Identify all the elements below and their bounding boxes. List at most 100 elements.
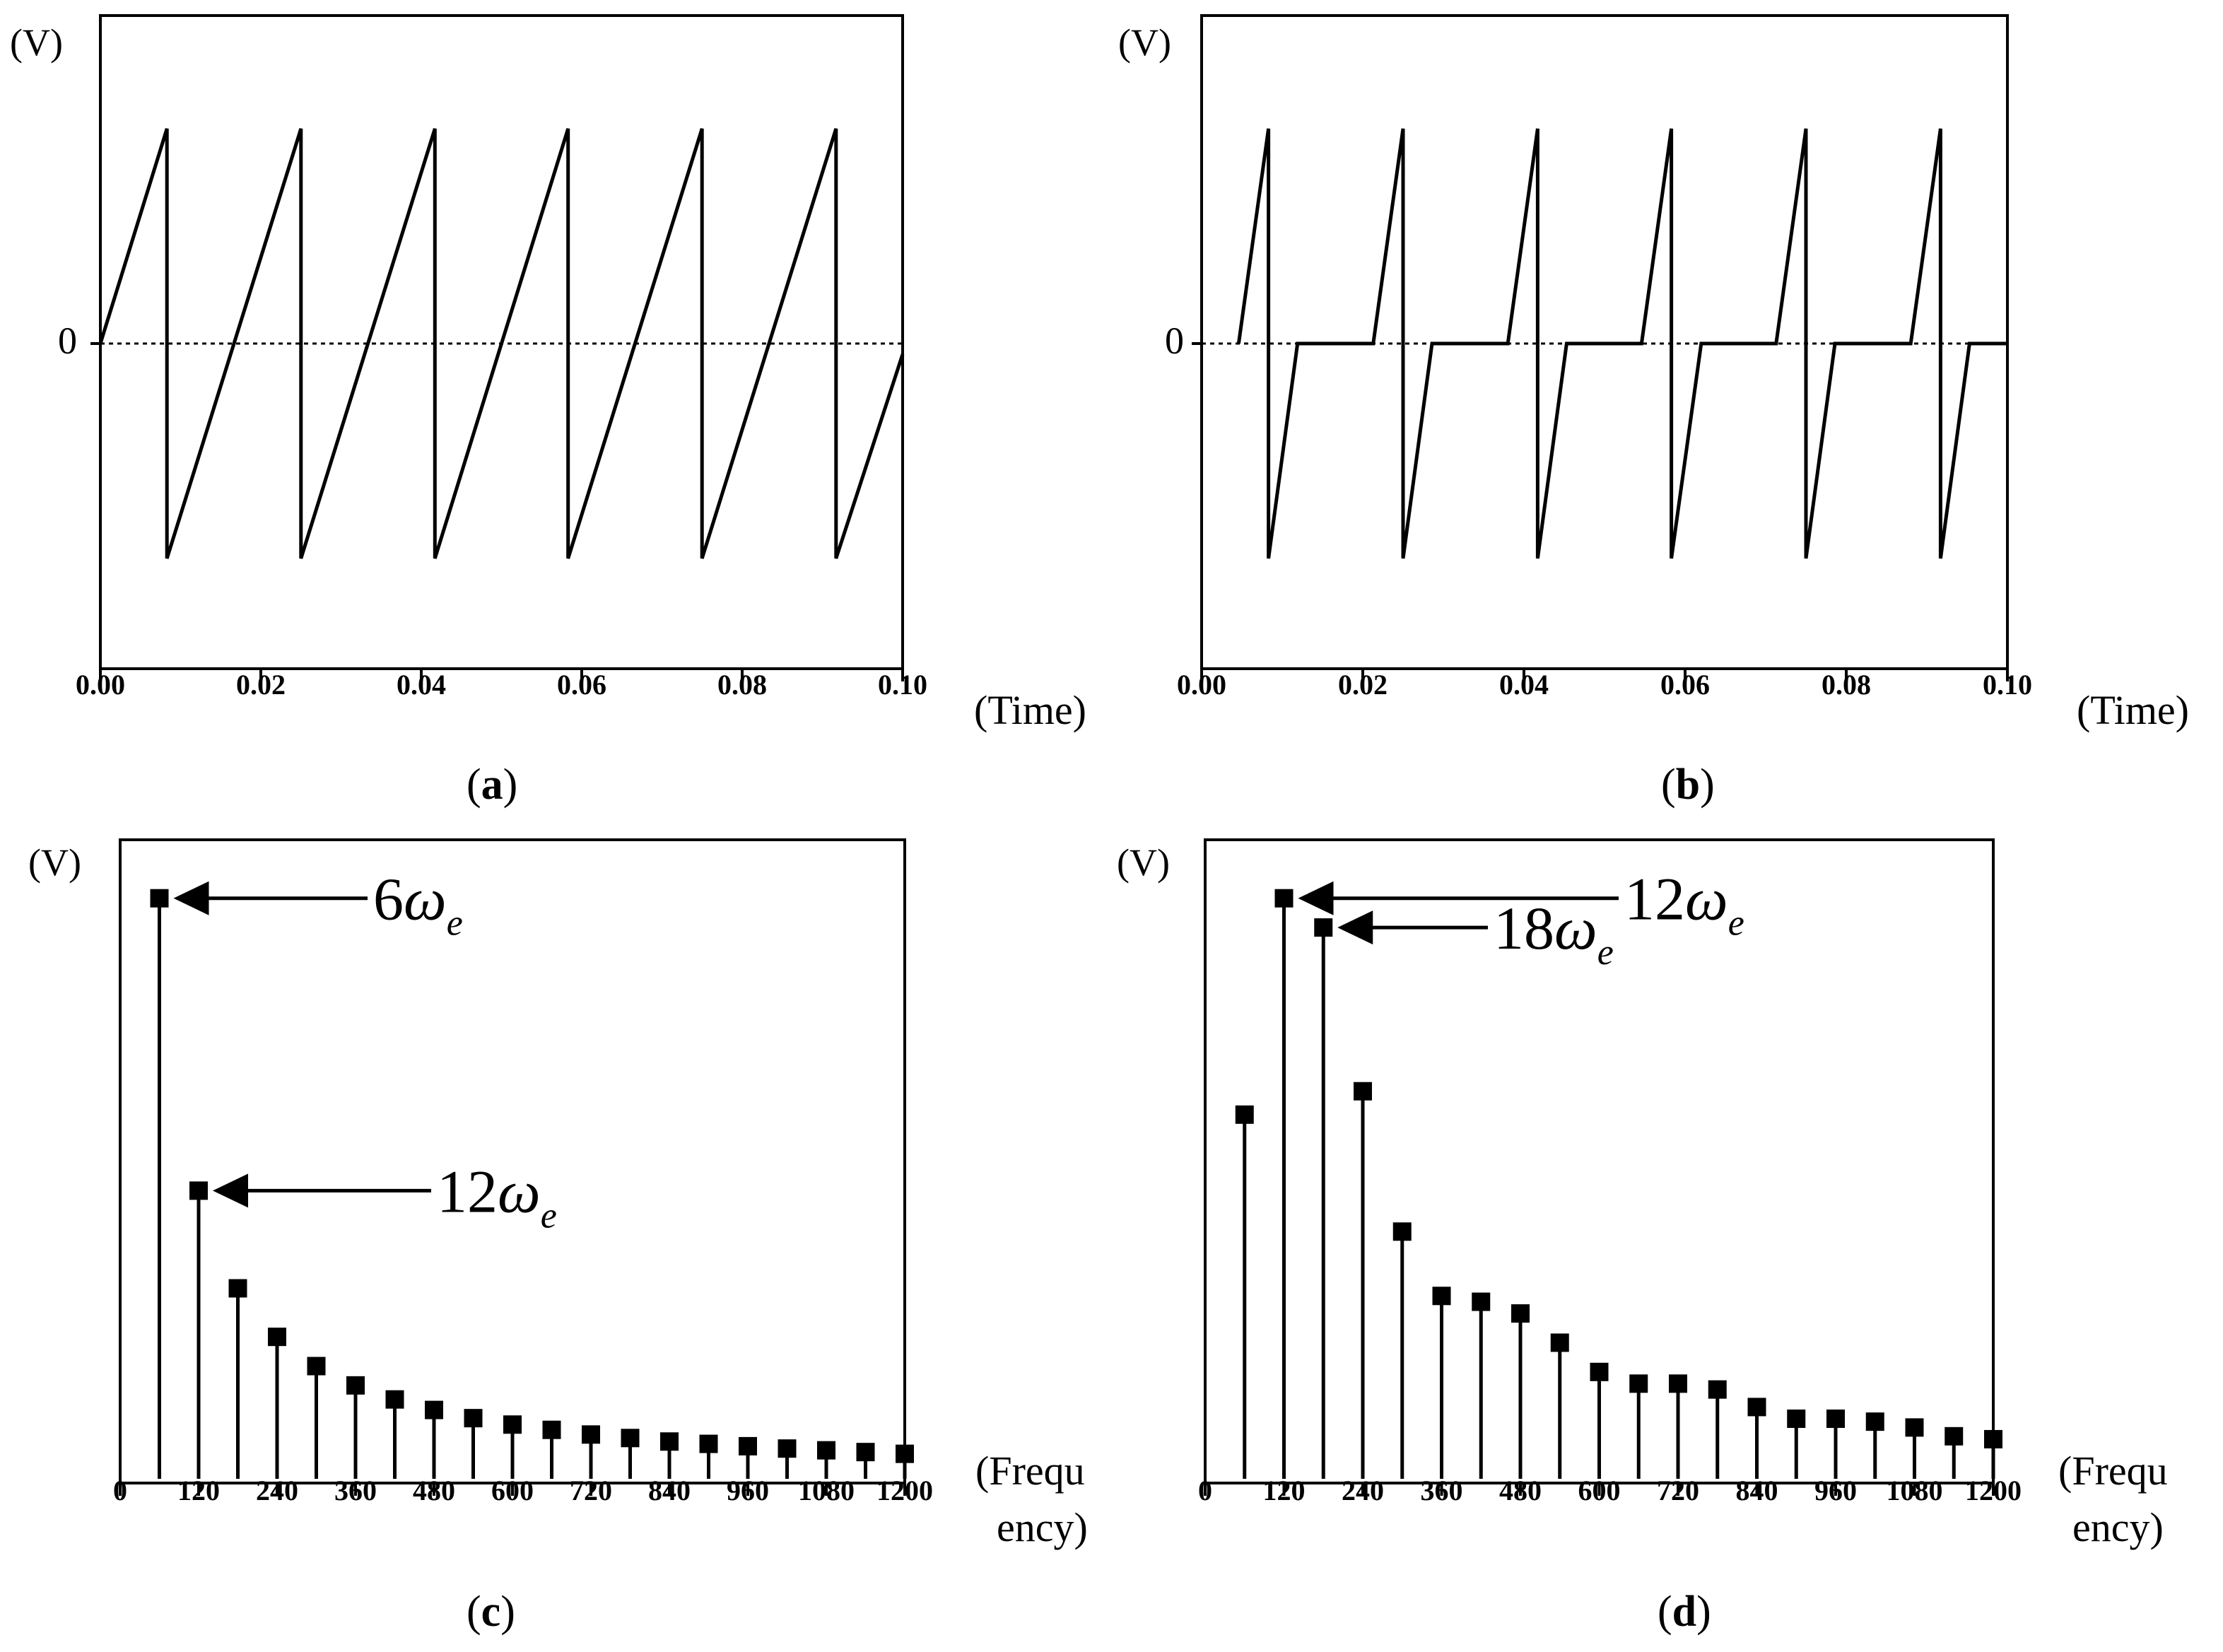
- panel-c-harmonic-marker: [660, 1432, 679, 1451]
- panel-d-harmonic-marker: [1511, 1304, 1530, 1323]
- panel-a-x-tick-label: 0.06: [557, 669, 606, 701]
- annotation-omega-symbol: ω: [404, 865, 447, 933]
- panel-b-y-axis-label: (V): [1118, 21, 1171, 64]
- panel-a-y-axis-label: (V): [10, 21, 63, 64]
- panel-c-x-tick-label: 1200: [876, 1475, 933, 1506]
- panel-d-annotation-label: 12ωe: [1624, 865, 1744, 944]
- panel-c-harmonic-marker: [150, 889, 169, 908]
- panel-c-x-tick-label: 720: [570, 1475, 612, 1506]
- panel-c-harmonic-marker: [268, 1328, 286, 1347]
- panel-d-harmonic-marker: [1984, 1429, 2002, 1448]
- panel-c-harmonic-marker: [542, 1420, 561, 1439]
- panel-d-harmonic-marker: [1669, 1374, 1687, 1393]
- panel-d-harmonic-marker: [1865, 1412, 1884, 1431]
- panel-a-x-tick-label: 0.00: [76, 669, 125, 701]
- panel-d-x-tick-label: 600: [1578, 1475, 1621, 1506]
- panel-c-annotation-label: 12ωe: [437, 1157, 557, 1236]
- panel-c-annotation-arrowhead: [213, 1173, 248, 1208]
- panel-d-caption-letter: d: [1672, 1588, 1696, 1636]
- panel-c-x-tick-label: 240: [256, 1475, 298, 1506]
- panel-c-harmonic-marker: [228, 1279, 247, 1298]
- annotation-subscript: e: [447, 903, 463, 944]
- panel-c-x-tick-label: 480: [413, 1475, 455, 1506]
- panel-c-annotation-label: 6ωe: [373, 865, 463, 944]
- annotation-subscript: e: [541, 1195, 557, 1236]
- panel-a-caption-letter: a: [481, 761, 503, 809]
- panel-d-harmonic-marker: [1945, 1427, 1964, 1446]
- panel-c-x-tick-label: 360: [334, 1475, 377, 1506]
- panel-d-x-tick-label: 960: [1814, 1475, 1857, 1506]
- panel-c-caption-letter: c: [481, 1588, 501, 1636]
- panel-a-x-tick-label: 0.04: [397, 669, 446, 701]
- panel-a-y-zero-label: 0: [58, 320, 77, 362]
- panel-d-x-tick-label: 360: [1421, 1475, 1463, 1506]
- annotation-coefficient: 12: [437, 1157, 498, 1225]
- panel-d-harmonic-marker: [1629, 1374, 1648, 1393]
- panel-c-harmonic-marker: [425, 1400, 443, 1419]
- panel-c-caption: (c): [467, 1588, 515, 1636]
- panel-c-harmonic-marker: [307, 1357, 326, 1376]
- panel-d-x-axis-label-line1: (Frequ: [2058, 1448, 2168, 1494]
- panel-b-x-axis-label: (Time): [2077, 687, 2189, 733]
- panel-b-time-waveform: (V) 0 (Time) (b) 0.00 0.02 0.04 0.06 0.08 0.1…: [1118, 14, 2189, 809]
- panel-d-annotation-arrowhead: [1298, 881, 1334, 915]
- annotation-coefficient: 6: [373, 865, 404, 933]
- panel-d-harmonic-marker: [1432, 1287, 1451, 1306]
- panel-c-harmonic-marker: [856, 1443, 875, 1462]
- panel-d-harmonic-marker: [1274, 889, 1294, 908]
- panel-b-caption: (b): [1661, 761, 1715, 809]
- panel-c-harmonic-marker: [778, 1439, 797, 1458]
- panel-d-harmonic-marker: [1472, 1292, 1491, 1311]
- panel-c-harmonic-marker: [385, 1390, 404, 1409]
- panel-d-x-tick-label: 0: [1198, 1475, 1212, 1506]
- panel-c-harmonic-marker: [503, 1415, 522, 1434]
- annotation-coefficient: 18: [1494, 894, 1554, 962]
- panel-a-waveform-line: [98, 128, 905, 559]
- panel-a-x-axis-label: (Time): [974, 687, 1086, 733]
- panel-d-annotation-label: 18ωe: [1494, 894, 1614, 973]
- panel-d-harmonic-marker: [1392, 1222, 1412, 1241]
- panel-c-harmonic-marker: [896, 1444, 914, 1463]
- panel-d-harmonic-marker: [1314, 918, 1333, 937]
- panel-b-caption-letter: b: [1676, 761, 1700, 809]
- svg-text:(b): (b): [1661, 761, 1715, 809]
- panel-b-x-tick-label: 0.10: [1983, 669, 2032, 701]
- panel-a-x-tick-label: 0.02: [236, 669, 286, 701]
- panel-b-x-tick-label: 0.00: [1177, 669, 1226, 701]
- panel-b-x-tick-label: 0.02: [1338, 669, 1388, 701]
- panel-b-waveform-line: [1236, 128, 2007, 559]
- panel-d-x-tick-label: 840: [1736, 1475, 1778, 1506]
- panel-c-harmonic-marker: [699, 1434, 718, 1453]
- panel-c-x-tick-label: 1080: [798, 1475, 855, 1506]
- panel-c-harmonic-marker: [582, 1425, 600, 1444]
- panel-c-y-axis-label: (V): [28, 841, 81, 884]
- panel-d-harmonic-marker: [1747, 1398, 1766, 1417]
- panel-d-caption: (d): [1658, 1588, 1711, 1636]
- panel-a-caption: (a): [467, 761, 517, 809]
- panel-d-harmonic-marker: [1550, 1333, 1569, 1352]
- panel-b-y-zero-label: 0: [1165, 320, 1184, 362]
- panel-d-harmonic-marker: [1708, 1380, 1727, 1399]
- panel-d-annotation-arrowhead: [1337, 910, 1373, 945]
- annotation-omega-symbol: ω: [1554, 894, 1597, 962]
- panel-c-x-tick-label: 600: [491, 1475, 534, 1506]
- panel-d-x-tick-label: 240: [1342, 1475, 1384, 1506]
- panel-c-x-tick-label: 120: [177, 1475, 220, 1506]
- panel-c-x-axis-label-line2: ency): [997, 1504, 1088, 1550]
- panel-d-x-tick-label: 480: [1499, 1475, 1542, 1506]
- svg-text:(d): (d): [1658, 1588, 1711, 1636]
- panel-c-frequency-spectrum: (V) (Frequ ency) (c) 0 120 240 360 480 600 720…: [28, 838, 1088, 1636]
- panel-c-harmonic-marker: [189, 1181, 208, 1200]
- annotation-omega-symbol: ω: [498, 1157, 541, 1225]
- svg-text:(a): (a): [467, 761, 517, 809]
- panel-d-y-axis-label: (V): [1117, 841, 1170, 884]
- panel-b-x-tick-label: 0.08: [1822, 669, 1871, 701]
- panel-c-x-tick-label: 960: [727, 1475, 769, 1506]
- panel-c-harmonic-marker: [621, 1429, 640, 1448]
- panel-c-harmonic-marker: [346, 1376, 365, 1395]
- panel-c-x-tick-label: 840: [648, 1475, 691, 1506]
- svg-text:(c): (c): [467, 1588, 515, 1636]
- panel-c-harmonic-marker: [817, 1441, 835, 1460]
- panel-c-x-axis-label-line1: (Frequ: [975, 1448, 1085, 1494]
